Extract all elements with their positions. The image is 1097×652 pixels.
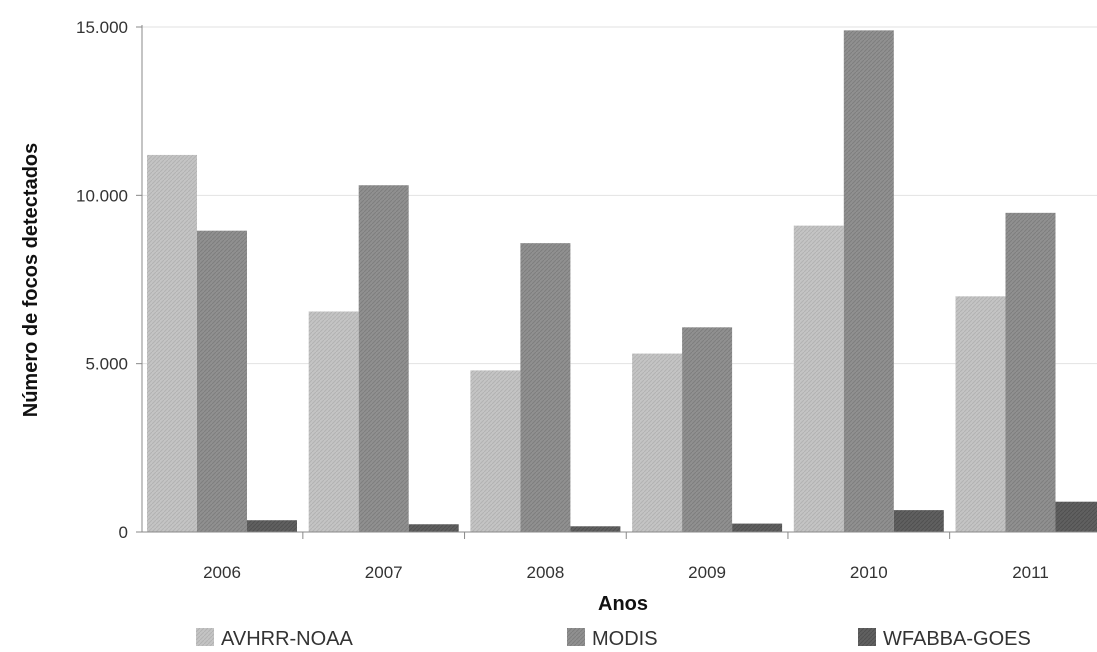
- bar-avhrr-noaa-2006: [147, 154, 197, 532]
- x-tick-label: 2010: [850, 563, 888, 582]
- y-tick-label: 0: [119, 523, 128, 542]
- y-axis-title: Número de focos detectados: [20, 143, 42, 418]
- gridlines: [142, 26, 1097, 365]
- bar-modis-2010: [843, 30, 894, 532]
- bars: [147, 30, 1097, 532]
- bar-modis-2009: [682, 327, 733, 532]
- legend-label: AVHRR-NOAA: [221, 628, 354, 650]
- y-tick-label: 10.000: [76, 186, 128, 205]
- x-axis-title: Anos: [598, 593, 648, 615]
- x-tick-label: 2009: [688, 563, 726, 582]
- bar-modis-2007: [358, 185, 409, 532]
- bar-modis-2008: [520, 243, 571, 532]
- legend-label: MODIS: [592, 628, 658, 650]
- axes: 0 5.000 10.000 15.000 2006 2007 2008 2009 2010 20…: [76, 18, 1097, 582]
- bar-wfabba-goes-2009: [732, 523, 783, 532]
- x-tick-label: 2008: [526, 563, 564, 582]
- bar-wfabba-goes-2010: [893, 510, 944, 532]
- bar-avhrr-noaa-2009: [632, 353, 683, 532]
- legend-label: WFABBA-GOES: [883, 628, 1031, 650]
- legend: AVHRR-NOAA MODIS WFABBA-GOES: [196, 628, 1031, 650]
- bar-avhrr-noaa-2007: [308, 311, 359, 532]
- bar-modis-2011: [1005, 212, 1056, 532]
- y-tick-label: 5.000: [85, 355, 128, 374]
- y-tick-label: 15.000: [76, 18, 128, 37]
- bar-wfabba-goes-2011: [1055, 501, 1097, 532]
- bar-wfabba-goes-2008: [570, 526, 621, 532]
- legend-swatch: [196, 628, 214, 646]
- legend-swatch: [567, 628, 585, 646]
- x-tick-label: 2011: [1012, 563, 1049, 582]
- x-tick-label: 2006: [203, 563, 241, 582]
- bar-avhrr-noaa-2011: [955, 296, 1006, 532]
- bar-avhrr-noaa-2010: [793, 225, 844, 532]
- bar-avhrr-noaa-2008: [470, 370, 521, 532]
- x-tick-label: 2007: [365, 563, 403, 582]
- bar-wfabba-goes-2007: [408, 524, 459, 532]
- legend-swatch: [858, 628, 876, 646]
- bar-wfabba-goes-2006: [247, 520, 297, 532]
- bar-modis-2006: [197, 230, 247, 532]
